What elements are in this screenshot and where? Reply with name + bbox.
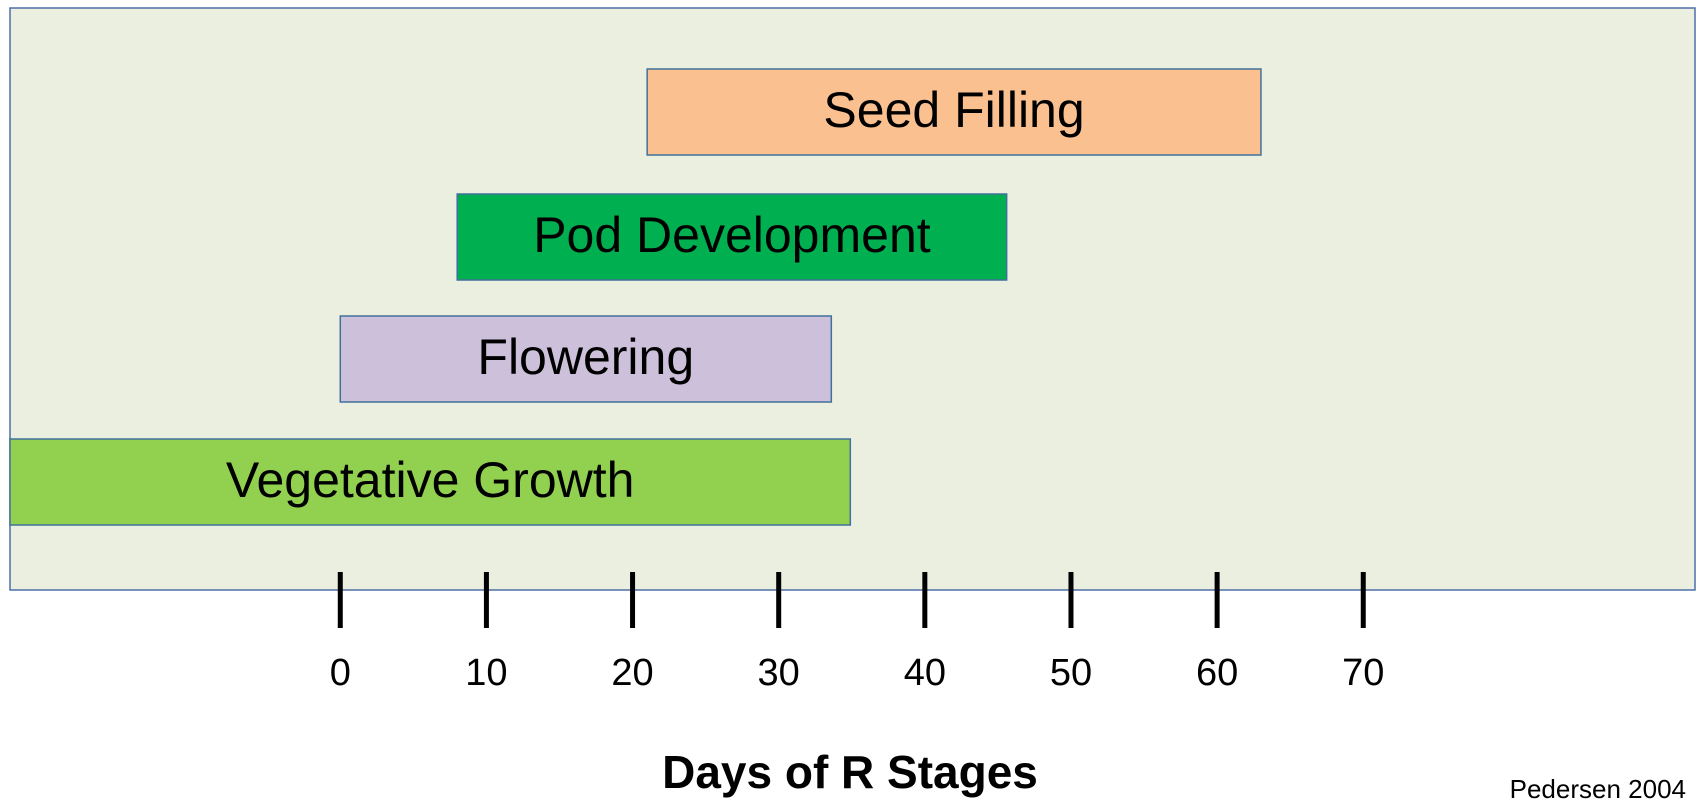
- x-tick-label: 50: [1050, 652, 1092, 694]
- x-tick-label: 20: [611, 652, 653, 694]
- x-tick-label: 60: [1196, 652, 1238, 694]
- x-tick-label: 70: [1342, 652, 1384, 694]
- x-tick-label: 30: [758, 652, 800, 694]
- range-bar: [456, 193, 1008, 281]
- bar-label: Pod Development: [533, 207, 931, 263]
- range-bar: [9, 438, 852, 526]
- x-tick-label: 10: [465, 652, 507, 694]
- range-bar: [339, 315, 833, 403]
- x-tick-label: 40: [904, 652, 946, 694]
- bar-label: Vegetative Growth: [226, 452, 635, 508]
- bar-label: Seed Filling: [823, 82, 1084, 138]
- source-note: Pedersen 2004: [1510, 774, 1686, 804]
- bar-label: Flowering: [477, 329, 694, 385]
- range-bar: [646, 68, 1262, 156]
- x-axis-label: Days of R Stages: [662, 746, 1038, 798]
- x-tick-label: 0: [330, 652, 351, 694]
